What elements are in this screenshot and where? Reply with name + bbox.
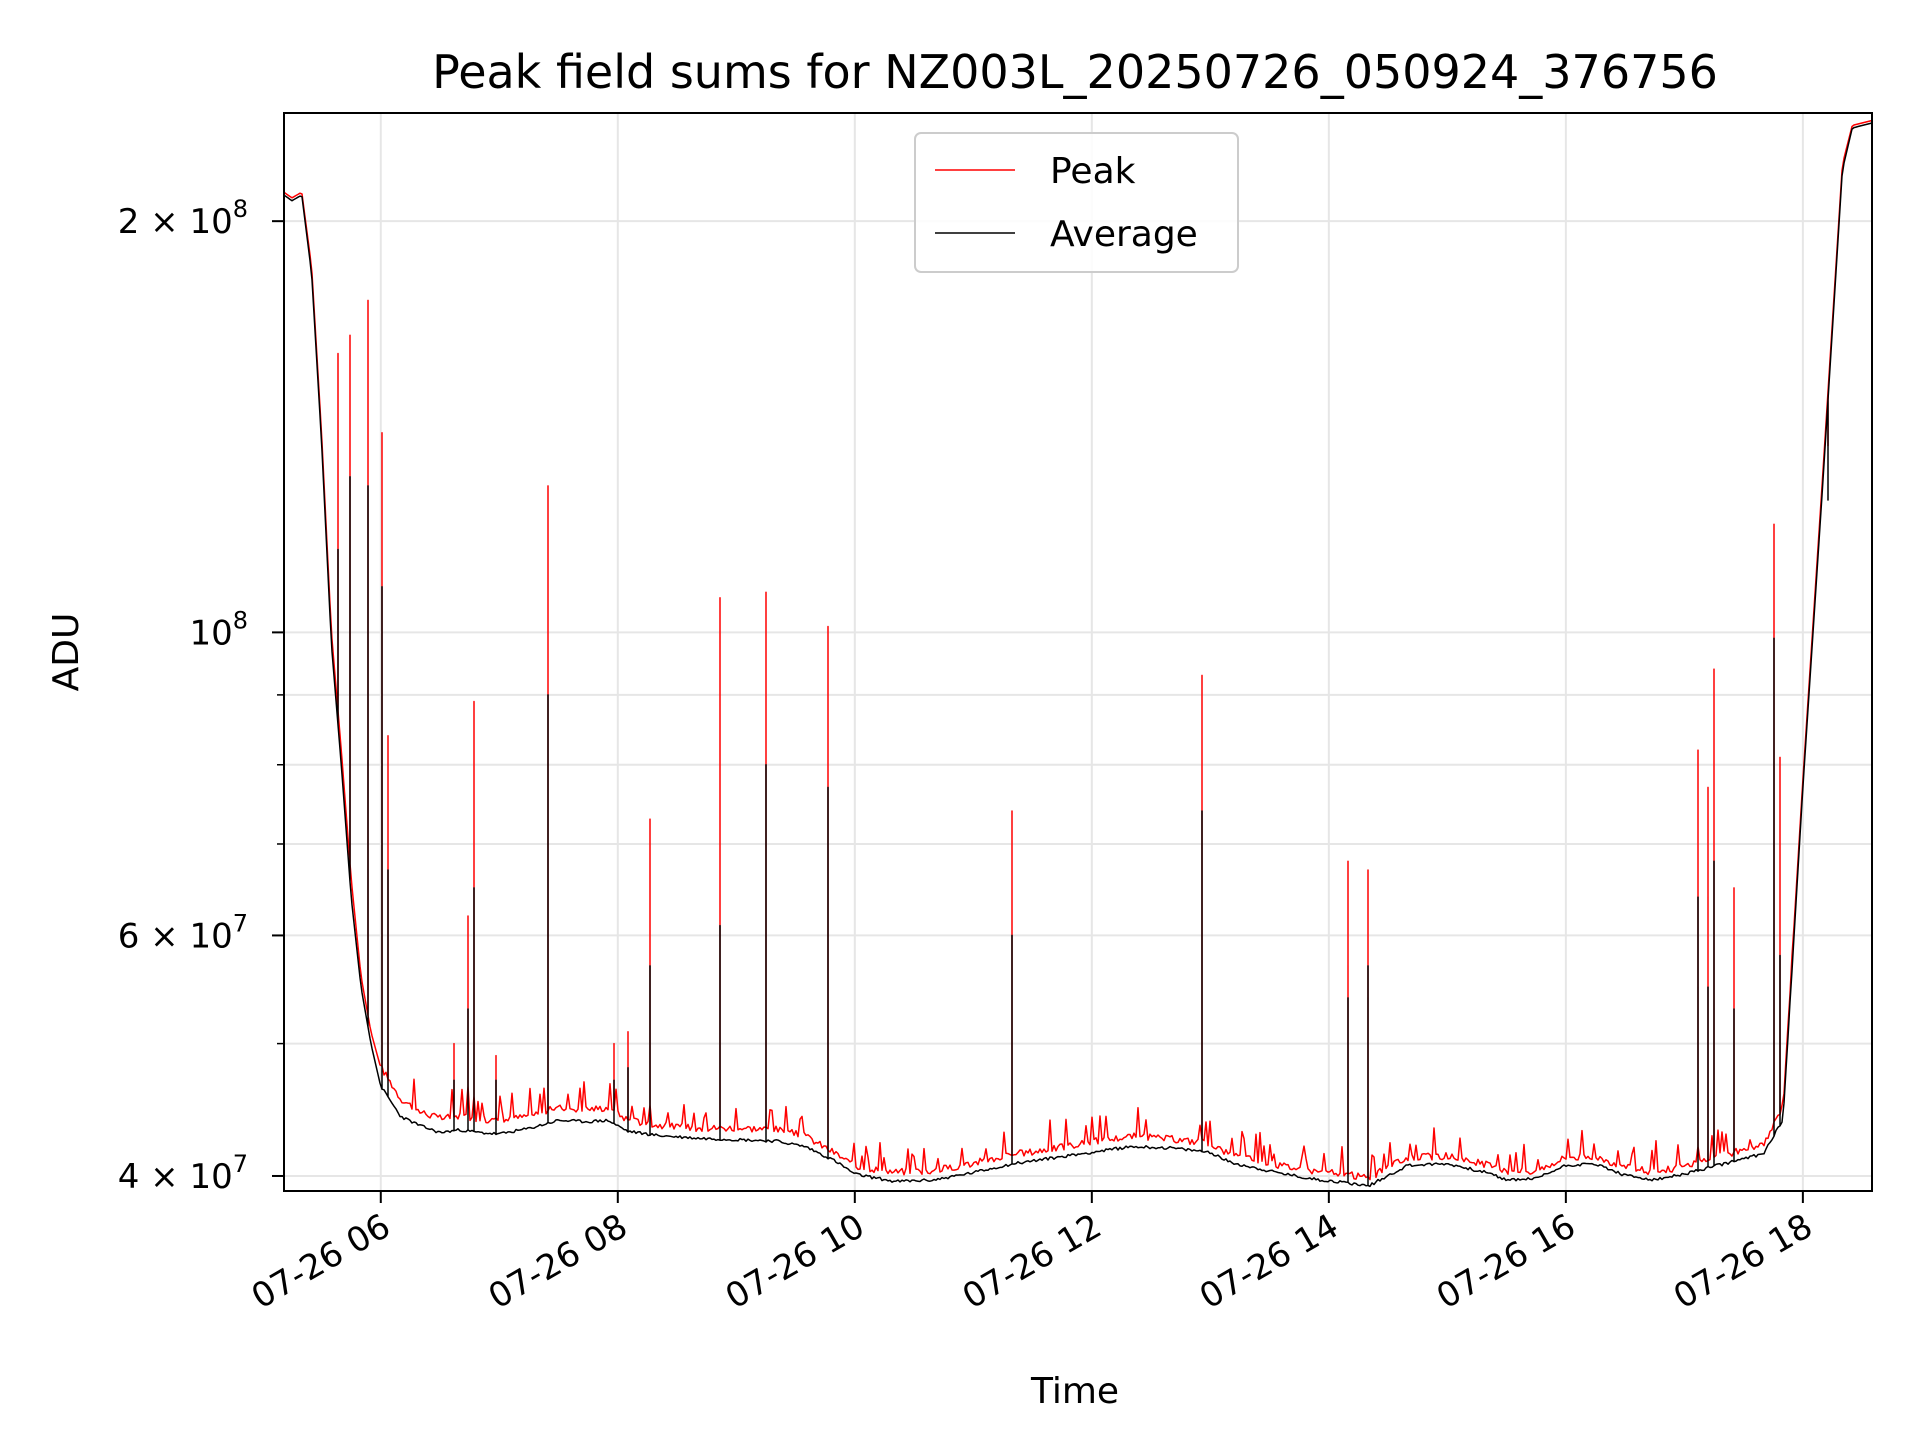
legend-label-peak: Peak (1050, 151, 1136, 192)
plot-background (284, 113, 1872, 1191)
series-line-average (284, 122, 1872, 1188)
y-tick-label: 2 × 108 (118, 195, 248, 242)
y-tick-label: 108 (189, 606, 248, 653)
legend-label-average: Average (1050, 214, 1198, 255)
y-axis-label: ADU (46, 613, 87, 692)
x-axis-label: Time (1030, 1371, 1119, 1412)
y-tick-label: 4 × 107 (118, 1150, 248, 1197)
legend-box (914, 132, 1239, 273)
plot-frame (283, 112, 1873, 1192)
y-tick-label: 6 × 107 (118, 909, 248, 956)
chart-title: Peak field sums for NZ003L_20250726_0509… (432, 45, 1718, 99)
series-line-peak (284, 119, 1872, 1181)
series-lines (284, 119, 1872, 1188)
plot-area: 07-26 06 07-26 08 07-26 10 07-26 12 07-26 14… (118, 112, 1873, 1317)
legend: Peak Average (914, 132, 1239, 273)
